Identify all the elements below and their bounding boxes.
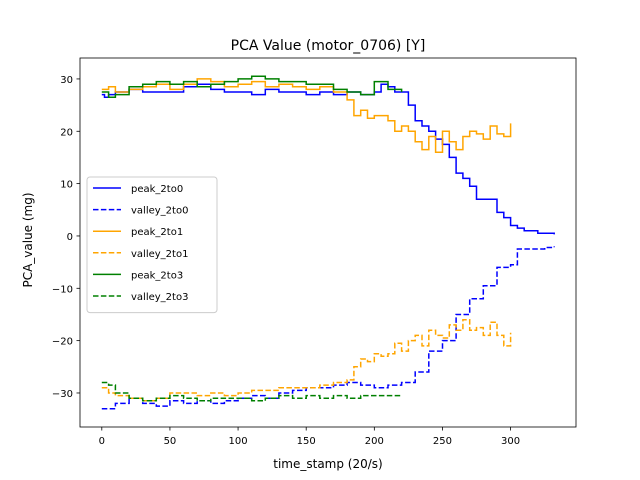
x-tick-label: 0: [99, 436, 105, 447]
legend: peak_2to0 valley_2to0 peak_2to1 valley_2to1…: [86, 176, 218, 314]
legend-label-peak_2to3: peak_2to3: [131, 270, 183, 281]
plot-area: [101, 75, 555, 410]
series-line-valley_2to0: [101, 246, 555, 410]
x-axis-label: time_stamp (20/s): [273, 457, 382, 471]
y-tick-label: −20: [52, 337, 73, 348]
series-line-peak_2to3: [101, 75, 403, 99]
plot-frame: [79, 57, 577, 428]
legend-label-peak_2to1: peak_2to1: [131, 227, 183, 238]
x-tick-label: 300: [501, 436, 520, 447]
x-tick-label: 50: [164, 436, 177, 447]
legend-box: [86, 176, 218, 314]
y-tick-label: 20: [60, 127, 73, 138]
series-line-valley_2to1: [101, 318, 512, 402]
y-tick-label: 30: [60, 75, 73, 86]
x-tick-label: 150: [297, 436, 316, 447]
y-tick-label: −10: [52, 284, 73, 295]
legend-label-peak_2to0: peak_2to0: [131, 184, 183, 195]
legend-label-valley_2to1: valley_2to1: [131, 249, 188, 260]
y-tick-label: 0: [67, 232, 73, 243]
x-tick-label: 250: [433, 436, 452, 447]
legend-label-valley_2to3: valley_2to3: [131, 292, 188, 303]
series-line-valley_2to3: [101, 381, 402, 402]
chart-title: PCA Value (motor_0706) [Y]: [231, 38, 426, 54]
legend-label-valley_2to0: valley_2to0: [131, 206, 188, 217]
x-tick-label: 200: [365, 436, 384, 447]
axes: 0 50 100 150 200 250 300 −30 −20 −10 0 10 20 30: [52, 57, 577, 447]
y-tick-label: −30: [52, 389, 73, 400]
y-axis-label: PCA_value (mg): [21, 192, 35, 287]
x-tick-label: 100: [229, 436, 248, 447]
y-tick-label: 10: [60, 180, 73, 191]
